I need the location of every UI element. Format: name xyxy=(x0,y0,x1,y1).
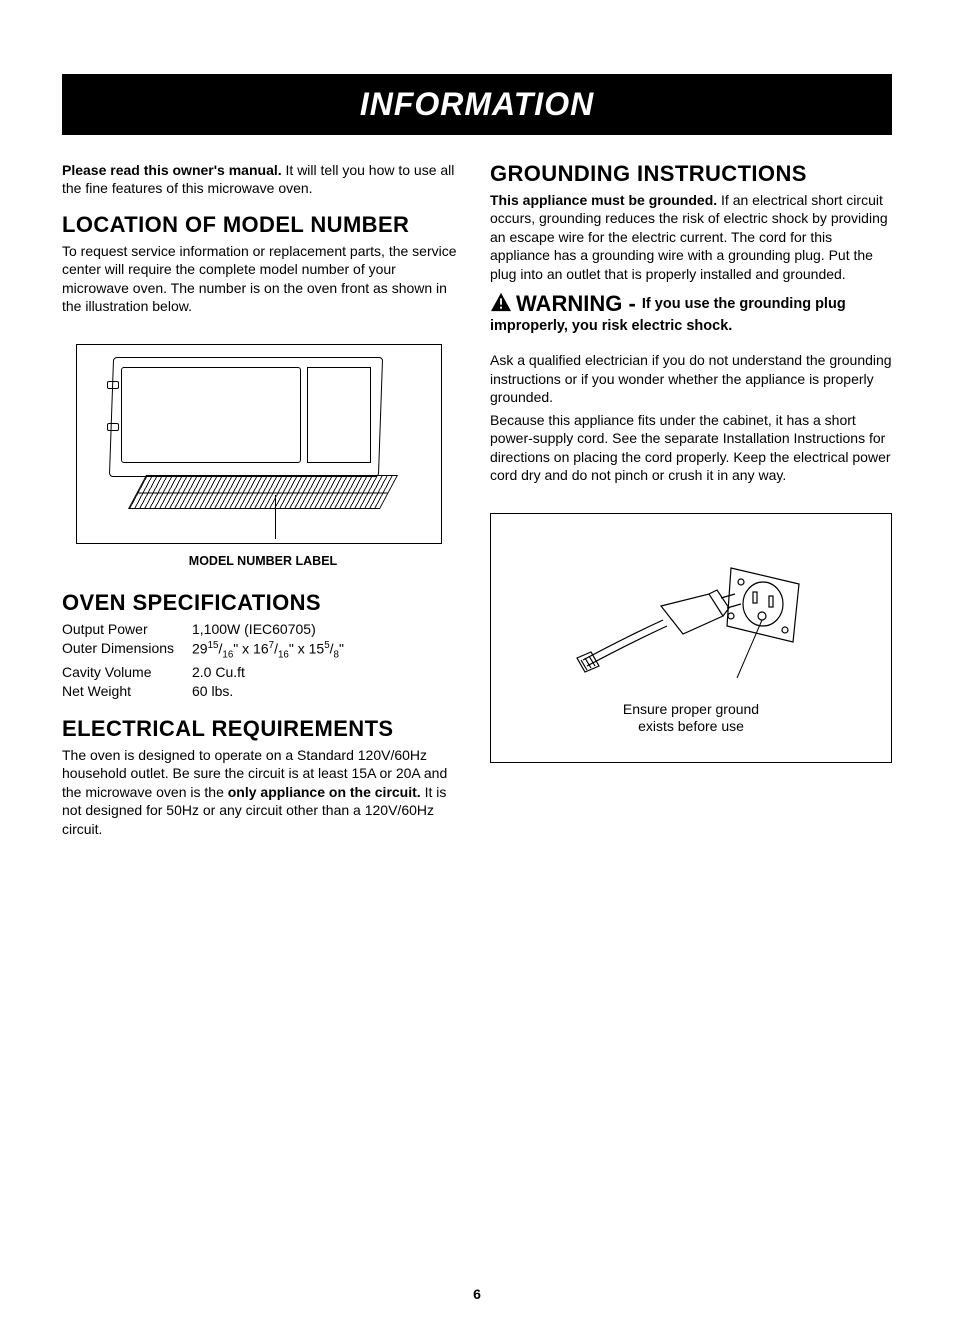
location-body: To request service information or replac… xyxy=(62,242,464,316)
figure-caption: MODEL NUMBER LABEL xyxy=(62,554,464,568)
grounding-lead: This appliance must be grounded. If an e… xyxy=(490,191,892,283)
microwave-hinge-icon xyxy=(107,423,119,431)
page-number: 6 xyxy=(0,1286,954,1302)
grounding-para3: Because this appliance fits under the ca… xyxy=(490,411,892,485)
spec-label: Cavity Volume xyxy=(62,663,192,683)
two-column-layout: Please read this owner's manual. It will… xyxy=(62,161,892,842)
microwave-underside-icon xyxy=(128,475,398,509)
warning-line: WARNING - If you use the grounding plug … xyxy=(490,291,892,335)
model-number-figure xyxy=(76,344,442,544)
plug-outlet-icon xyxy=(541,550,841,700)
grounding-heading: GROUNDING INSTRUCTIONS xyxy=(490,161,892,187)
intro-bold: Please read this owner's manual. xyxy=(62,162,282,178)
spec-value: 60 lbs. xyxy=(192,682,464,702)
location-heading: LOCATION OF MODEL NUMBER xyxy=(62,212,464,238)
warning-sep: - xyxy=(622,291,642,316)
spec-value: 1,100W (IEC60705) xyxy=(192,620,464,640)
intro-paragraph: Please read this owner's manual. It will… xyxy=(62,161,464,198)
ground-caption-line2: exists before use xyxy=(638,718,744,734)
info-banner: INFORMATION xyxy=(62,74,892,135)
manual-page: INFORMATION Please read this owner's man… xyxy=(0,0,954,1342)
grounding-para2: Ask a qualified electrician if you do no… xyxy=(490,351,892,406)
spec-label: Outer Dimensions xyxy=(62,639,192,662)
spec-value: 2.0 Cu.ft xyxy=(192,663,464,683)
ground-figure-caption: Ensure proper ground exists before use xyxy=(491,701,891,736)
spec-value: 2915/16" x 167/16" x 155/8" xyxy=(192,639,464,662)
spec-label: Net Weight xyxy=(62,682,192,702)
microwave-hinge-icon xyxy=(107,381,119,389)
electrical-heading: ELECTRICAL REQUIREMENTS xyxy=(62,716,464,742)
grounding-figure-box: Ensure proper ground exists before use xyxy=(490,513,892,763)
left-column: Please read this owner's manual. It will… xyxy=(62,161,464,842)
spec-label: Output Power xyxy=(62,620,192,640)
warning-triangle-icon xyxy=(490,292,512,317)
label-pointer-icon xyxy=(275,495,276,539)
microwave-panel-icon xyxy=(307,367,371,463)
electrical-bold: only appliance on the circuit. xyxy=(228,784,421,800)
microwave-door-icon xyxy=(121,367,301,463)
specs-heading: OVEN SPECIFICATIONS xyxy=(62,590,464,616)
ground-caption-line1: Ensure proper ground xyxy=(623,701,759,717)
right-column: GROUNDING INSTRUCTIONS This appliance mu… xyxy=(490,161,892,842)
warning-word: WARNING xyxy=(516,291,622,316)
banner-title: INFORMATION xyxy=(360,86,594,122)
electrical-body: The oven is designed to operate on a Sta… xyxy=(62,746,464,838)
grounding-lead-bold: This appliance must be grounded. xyxy=(490,192,717,208)
specs-table: Output Power 1,100W (IEC60705) Outer Dim… xyxy=(62,620,464,702)
